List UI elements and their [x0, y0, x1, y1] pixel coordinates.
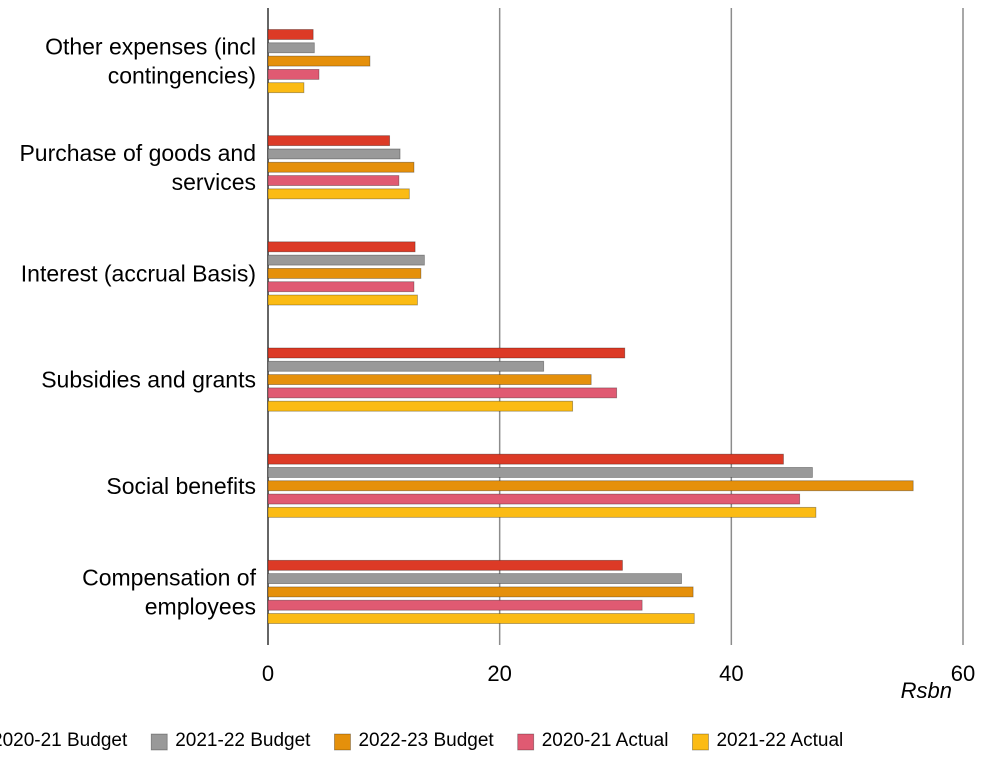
bar	[267, 480, 914, 492]
bar	[267, 29, 314, 40]
grid-lines	[267, 8, 964, 645]
bar	[267, 613, 695, 624]
legend-swatch	[334, 733, 351, 751]
legend-label: 2021-22 Actual	[716, 730, 843, 751]
bar	[267, 135, 391, 147]
bar	[267, 55, 371, 67]
category-label: Interest (accrual Basis)	[21, 260, 256, 286]
category-label: Compensation of employees	[82, 564, 256, 619]
category-label: Subsidies and grants	[41, 367, 256, 393]
legend-swatch	[150, 733, 168, 751]
legend-item: 2020-21 Budget	[0, 730, 128, 751]
legend-label: 2020-21 Actual	[542, 730, 669, 751]
bar	[267, 268, 422, 279]
legend-swatch	[517, 733, 535, 751]
category-label: Social benefits	[106, 473, 256, 499]
x-tick-label: 0	[262, 661, 274, 686]
legend-item: 2022-23 Budget	[334, 730, 494, 751]
category-label: Other expenses (incl contingencies)	[45, 34, 256, 89]
bar	[267, 161, 415, 173]
bar	[267, 493, 801, 505]
bar	[267, 586, 694, 598]
bar	[267, 387, 618, 399]
bar	[267, 254, 425, 266]
bars	[267, 29, 914, 624]
bar	[267, 241, 416, 253]
x-axis-unit-label: Rsbn	[901, 678, 952, 703]
x-tick-label: 20	[487, 661, 511, 686]
bar	[267, 188, 410, 200]
x-tick-labels: 0 20 40 60	[262, 661, 975, 686]
bar	[267, 374, 592, 385]
x-tick-label: 40	[719, 661, 743, 686]
category-label: Purchase of goods and services	[19, 140, 256, 195]
legend-swatch	[692, 733, 709, 751]
bar	[267, 82, 305, 94]
bar	[267, 68, 320, 80]
bar	[267, 360, 545, 372]
legend-label: 2020-21 Budget	[0, 730, 128, 751]
bar	[267, 281, 415, 293]
legend: 2020-21 Budget 2021-22 Budget 2022-23 Budg…	[0, 730, 843, 751]
legend-item: 2021-22 Actual	[692, 730, 843, 751]
bar	[267, 42, 315, 54]
bar	[267, 573, 682, 585]
legend-label: 2022-23 Budget	[358, 730, 494, 751]
bar	[267, 453, 784, 465]
x-tick-label: 60	[951, 661, 975, 686]
bar	[267, 506, 817, 518]
bar	[267, 294, 418, 306]
bar	[267, 467, 813, 478]
bar	[267, 148, 401, 160]
category-labels: Other expenses (incl contingencies) Purcha…	[19, 34, 256, 620]
bar	[267, 599, 643, 611]
bar	[267, 175, 400, 186]
legend-item: 2020-21 Actual	[517, 730, 669, 751]
legend-item: 2021-22 Budget	[150, 730, 311, 751]
bar	[267, 347, 626, 359]
legend-label: 2021-22 Budget	[175, 730, 311, 751]
bar	[267, 559, 623, 571]
bar	[267, 400, 574, 412]
